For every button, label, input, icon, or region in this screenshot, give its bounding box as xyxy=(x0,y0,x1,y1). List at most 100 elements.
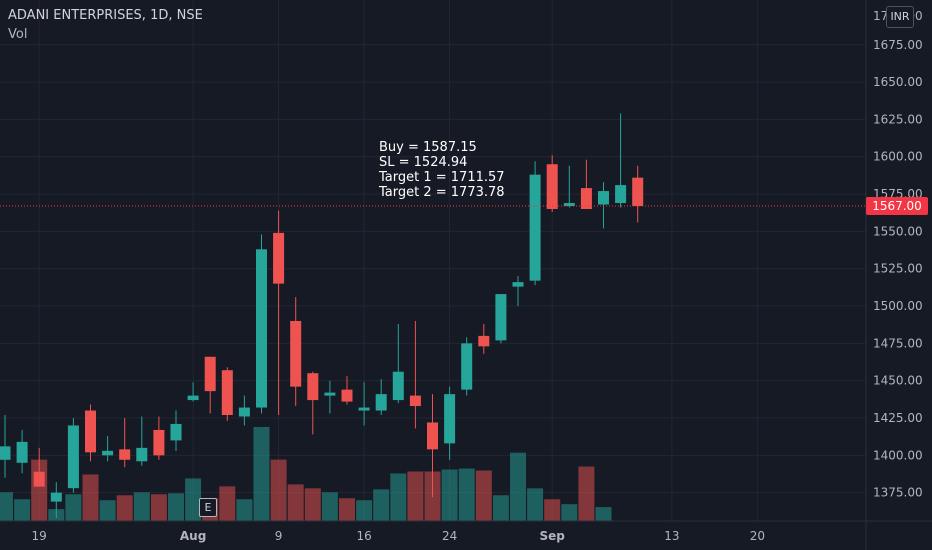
annotation-target-2: Target 2 = 1773.78 xyxy=(379,185,505,200)
candle[interactable] xyxy=(170,410,182,451)
price-tick-label: 1625.00 xyxy=(873,112,923,126)
candle[interactable] xyxy=(444,386,456,460)
candle[interactable] xyxy=(33,447,45,487)
candle[interactable] xyxy=(16,429,28,474)
candle[interactable] xyxy=(290,297,302,407)
price-tick-label: 1450.00 xyxy=(873,374,923,388)
volume-bar xyxy=(14,499,31,521)
candle[interactable] xyxy=(67,417,79,493)
volume-bar xyxy=(304,488,321,521)
volume-bar xyxy=(441,469,458,521)
volume-bar xyxy=(492,495,509,521)
volume-bar xyxy=(321,492,338,521)
time-tick-label: 20 xyxy=(750,529,765,543)
earnings-event-badge[interactable]: E xyxy=(199,498,217,517)
candle-body xyxy=(102,450,114,456)
price-axis[interactable]: 1375.00 1400.00 1425.00 1450.00 1475.00 1500.… xyxy=(873,9,923,500)
candle-body xyxy=(461,343,473,390)
candle-body xyxy=(16,441,28,463)
candle-body xyxy=(238,407,250,417)
candle[interactable] xyxy=(85,404,96,462)
candle[interactable] xyxy=(204,356,216,414)
annotation-target-1: Target 1 = 1711.57 xyxy=(379,170,505,185)
time-tick-label: 24 xyxy=(442,529,457,543)
candle-body xyxy=(204,356,216,392)
candle-body xyxy=(153,429,165,456)
price-tick-label: 1600.00 xyxy=(873,150,923,164)
volume-bar xyxy=(390,473,407,521)
candle[interactable] xyxy=(221,367,233,421)
candle[interactable] xyxy=(341,376,353,405)
price-tick-label: 1525.00 xyxy=(873,262,923,276)
time-axis[interactable]: 19 Aug 9 16 24 Sep 13 20 xyxy=(32,529,765,543)
price-tick-label: 1550.00 xyxy=(873,224,923,238)
candle-body xyxy=(512,282,524,287)
candle[interactable] xyxy=(375,379,387,416)
volume-bar xyxy=(0,492,13,521)
candle[interactable] xyxy=(0,415,11,478)
candle[interactable] xyxy=(598,182,609,229)
volume-legend[interactable]: Vol xyxy=(8,27,28,42)
candle[interactable] xyxy=(495,294,507,344)
candle[interactable] xyxy=(238,395,250,426)
volume-bar xyxy=(527,488,544,521)
volume-bar xyxy=(544,499,561,521)
candle[interactable] xyxy=(632,165,644,223)
candle[interactable] xyxy=(512,276,524,307)
candle[interactable] xyxy=(324,380,336,414)
candle-body xyxy=(187,395,199,401)
candle[interactable] xyxy=(563,165,575,208)
volume-bar xyxy=(561,504,578,521)
volume-bar xyxy=(458,468,475,521)
candle-body xyxy=(324,392,336,396)
candle-body xyxy=(478,335,490,347)
currency-button[interactable]: INR xyxy=(886,6,914,28)
candle[interactable] xyxy=(392,323,404,404)
candle-body xyxy=(392,371,404,401)
volume-bar xyxy=(287,484,304,521)
candle[interactable] xyxy=(102,435,114,462)
candle-body xyxy=(632,177,644,207)
candle-body xyxy=(119,449,131,460)
candle[interactable] xyxy=(256,234,267,414)
candle[interactable] xyxy=(615,113,627,208)
time-tick-label: 19 xyxy=(32,529,47,543)
candle[interactable] xyxy=(461,337,473,396)
time-tick-label: Sep xyxy=(540,529,566,543)
volume-bar xyxy=(339,498,355,521)
candle-body xyxy=(358,407,370,411)
volume-bar xyxy=(356,500,373,521)
candle[interactable] xyxy=(546,155,558,212)
volume-bar xyxy=(510,452,526,521)
candle[interactable] xyxy=(136,416,148,466)
candle-body xyxy=(546,164,558,209)
symbol-title[interactable]: ADANI ENTERPRISES, 1D, NSE xyxy=(8,8,203,23)
candle[interactable] xyxy=(409,320,421,429)
candle-body xyxy=(136,447,148,462)
candle-body xyxy=(67,425,79,489)
candle-body xyxy=(598,191,609,205)
candle-body xyxy=(563,203,575,207)
candle[interactable] xyxy=(187,382,199,402)
candle-body xyxy=(444,394,456,444)
candle[interactable] xyxy=(580,159,592,209)
candle[interactable] xyxy=(273,210,285,416)
volume-bar xyxy=(65,494,82,521)
price-tick-label: 1675.00 xyxy=(873,38,923,52)
candle[interactable] xyxy=(50,482,62,519)
candle[interactable] xyxy=(358,382,370,426)
candle[interactable] xyxy=(307,371,319,435)
candle[interactable] xyxy=(153,416,165,460)
candle[interactable] xyxy=(529,161,541,286)
volume-bar xyxy=(373,489,390,521)
candle-body xyxy=(495,294,507,341)
candle-body xyxy=(615,185,627,204)
candle-body xyxy=(375,394,387,411)
candles[interactable] xyxy=(0,113,644,519)
candle[interactable] xyxy=(427,394,438,498)
price-tick-label: 1425.00 xyxy=(873,411,923,425)
candle[interactable] xyxy=(119,417,131,468)
annotation-buy: Buy = 1587.15 xyxy=(379,140,477,155)
candle[interactable] xyxy=(478,323,490,354)
